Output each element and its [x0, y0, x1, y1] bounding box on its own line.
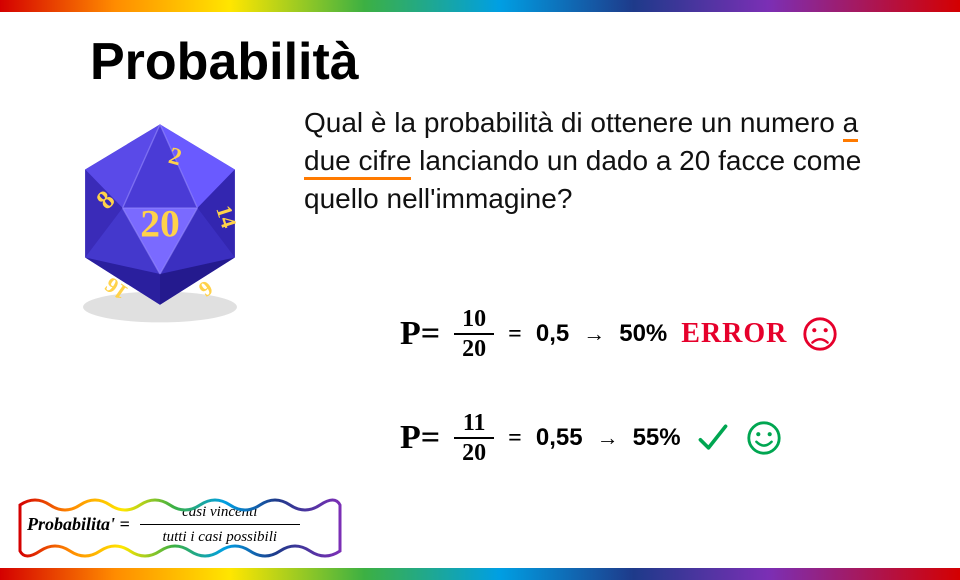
top-rainbow-border: [0, 0, 960, 12]
formula-label: Probabilita' =: [27, 514, 130, 535]
equation-row-correct: P= 11 20 = 0,55 → 55%: [400, 411, 839, 465]
decimal-value: 0,5: [536, 320, 569, 348]
fraction-bar: [454, 437, 494, 439]
arrow-icon: →: [583, 321, 605, 347]
formula-fraction: casi vincenti tutti i casi possibili: [140, 503, 300, 546]
happy-face-icon: [745, 419, 783, 457]
d20-icon: 20 2 14 8 6 16: [45, 109, 275, 329]
bottom-rainbow-border: [0, 568, 960, 580]
denominator: 20: [462, 337, 486, 361]
equations-block: P= 10 20 = 0,5 → 50% ERROR P= 11: [400, 307, 839, 465]
p-symbol: P=: [400, 315, 440, 353]
formula-content: Probabilita' = casi vincenti tutti i cas…: [27, 503, 333, 546]
question-text: Qual è la probabilità di ottenere un num…: [304, 104, 904, 217]
percent-value: 50%: [619, 320, 667, 348]
fraction-bar: [454, 333, 494, 335]
sad-face-icon: [801, 315, 839, 353]
equals-sign: =: [508, 321, 522, 348]
equation-row-wrong: P= 10 20 = 0,5 → 50% ERROR: [400, 307, 839, 361]
p-symbol: P=: [400, 419, 440, 457]
arrow-icon: →: [597, 425, 619, 451]
checkmark-icon: [695, 420, 731, 456]
fraction-correct: 11 20: [454, 411, 494, 465]
page-title: Probabilità: [90, 32, 920, 92]
numerator: 10: [462, 307, 486, 331]
formula-definition-box: Probabilita' = casi vincenti tutti i cas…: [15, 493, 345, 554]
slide-content: Probabilità: [0, 12, 960, 568]
formula-denominator: tutti i casi possibili: [162, 528, 277, 546]
numerator: 11: [463, 411, 486, 435]
top-row: 20 2 14 8 6 16 Qual è la probabilità di …: [40, 104, 920, 334]
denominator: 20: [462, 441, 486, 465]
percent-value: 55%: [633, 424, 681, 452]
d20-die-illustration: 20 2 14 8 6 16: [40, 104, 280, 334]
question-before: Qual è la probabilità di ottenere un num…: [304, 107, 843, 138]
fraction-wrong: 10 20: [454, 307, 494, 361]
error-label: ERROR: [681, 318, 787, 350]
svg-text:20: 20: [140, 202, 180, 246]
formula-bar: [140, 524, 300, 525]
formula-numerator: casi vincenti: [182, 503, 257, 521]
equals-sign: =: [508, 425, 522, 452]
decimal-value: 0,55: [536, 424, 583, 452]
